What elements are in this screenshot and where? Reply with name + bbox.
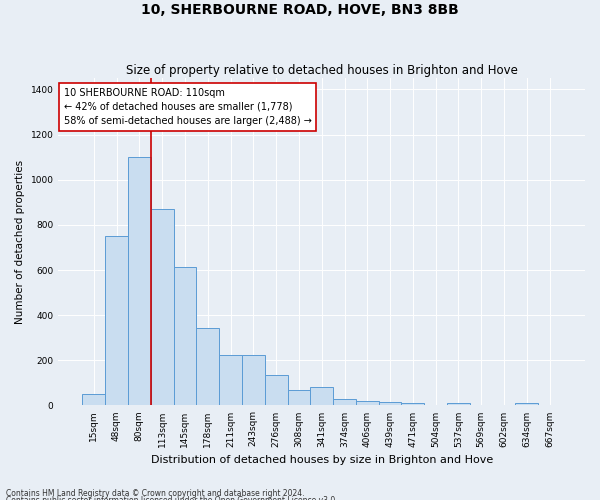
Text: Contains public sector information licensed under the Open Government Licence v3: Contains public sector information licen… (6, 496, 338, 500)
Bar (173, 266, 196, 406)
Bar (515, 403, 538, 406)
Bar (447, 403, 470, 406)
Bar (333, 398, 356, 406)
Bar (128, 157, 151, 406)
Bar (105, 236, 128, 406)
Title: Size of property relative to detached houses in Brighton and Hove: Size of property relative to detached ho… (126, 64, 518, 77)
Bar (379, 402, 401, 406)
Bar (265, 375, 287, 406)
Bar (82, 394, 105, 406)
Bar (356, 401, 379, 406)
Bar (310, 388, 333, 406)
Text: Contains HM Land Registry data © Crown copyright and database right 2024.: Contains HM Land Registry data © Crown c… (6, 488, 305, 498)
Text: 10, SHERBOURNE ROAD, HOVE, BN3 8BB: 10, SHERBOURNE ROAD, HOVE, BN3 8BB (141, 2, 459, 16)
Bar (401, 403, 424, 406)
Bar (151, 209, 173, 406)
Y-axis label: Number of detached properties: Number of detached properties (15, 160, 25, 324)
X-axis label: Distribution of detached houses by size in Brighton and Hove: Distribution of detached houses by size … (151, 455, 493, 465)
Bar (196, 328, 219, 406)
Bar (219, 354, 242, 406)
Bar (287, 390, 310, 406)
Bar (242, 354, 265, 406)
Text: 10 SHERBOURNE ROAD: 110sqm
← 42% of detached houses are smaller (1,778)
58% of s: 10 SHERBOURNE ROAD: 110sqm ← 42% of deta… (64, 88, 311, 126)
